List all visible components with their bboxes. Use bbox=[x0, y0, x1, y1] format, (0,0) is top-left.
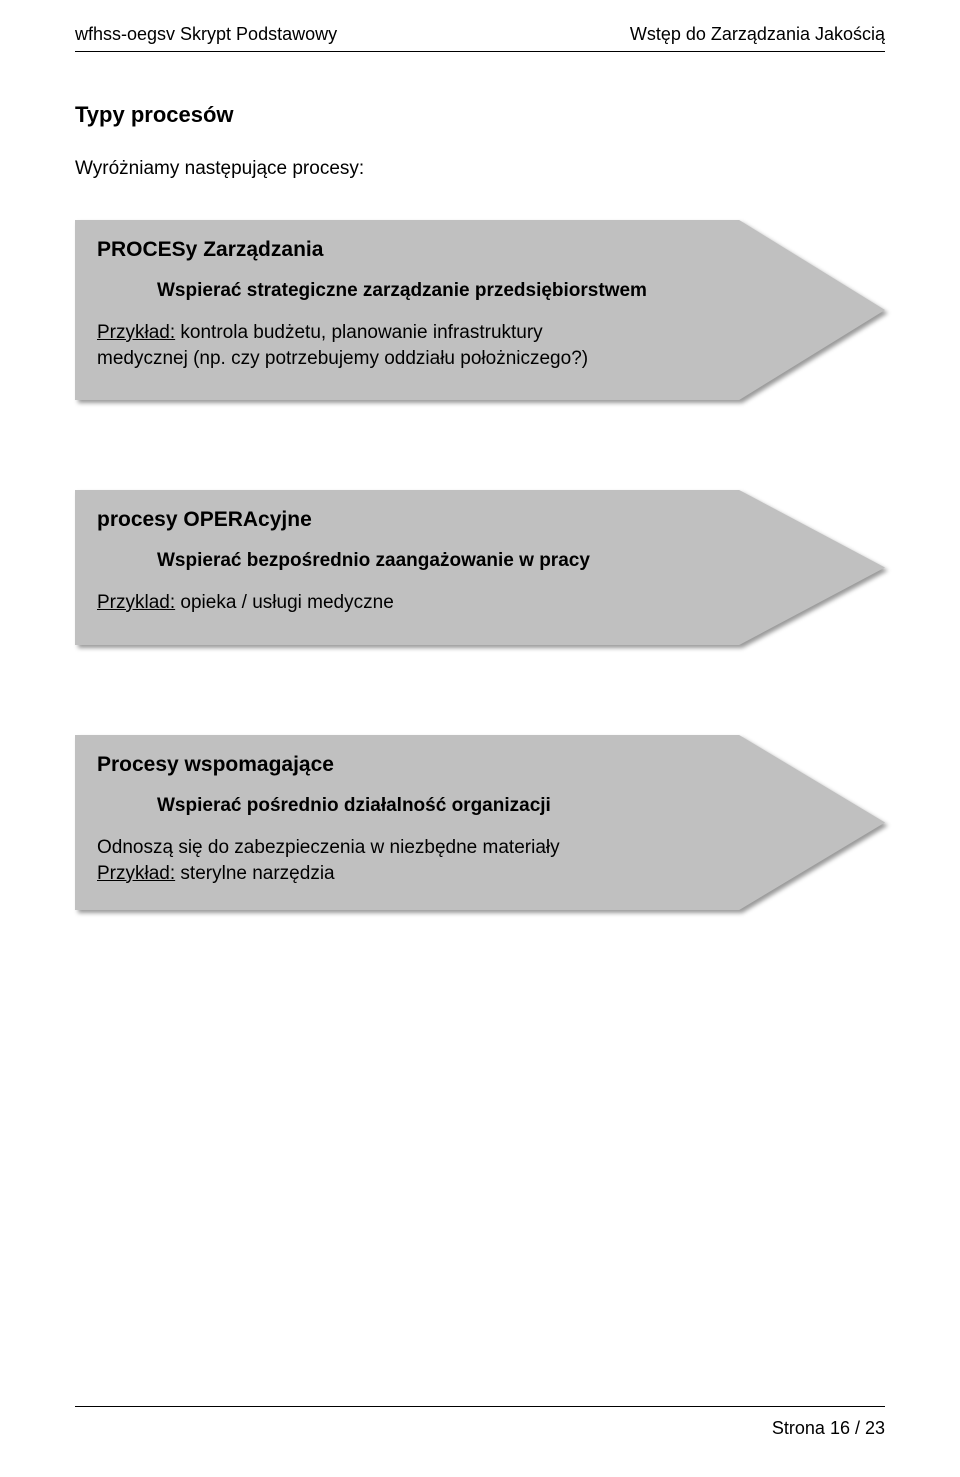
arrow-body: Procesy wspomagające Wspierać pośrednio … bbox=[75, 735, 885, 910]
main-content: Typy procesów Wyróżniamy następujące pro… bbox=[0, 102, 960, 910]
footer-divider bbox=[75, 1406, 885, 1407]
arrow-body: PROCESy Zarządzania Wspierać strategiczn… bbox=[75, 220, 885, 400]
example-text: sterylne narzędzia bbox=[175, 863, 334, 884]
header-divider bbox=[75, 51, 885, 52]
arrow-title: Procesy wspomagające bbox=[97, 753, 863, 777]
arrow-title: PROCESy Zarządzania bbox=[97, 238, 863, 262]
arrow-box-operational: procesy OPERAcyjne Wspierać bezpośrednio… bbox=[75, 490, 885, 645]
page-header: wfhss-oegsv Skrypt Podstawowy Wstęp do Z… bbox=[0, 0, 960, 51]
arrow-box-management: PROCESy Zarządzania Wspierać strategiczn… bbox=[75, 220, 885, 400]
arrow-shape: procesy OPERAcyjne Wspierać bezpośrednio… bbox=[75, 490, 885, 645]
arrow-support-text: Wspierać bezpośrednio zaangażowanie w pr… bbox=[157, 550, 697, 572]
arrow-example: Przykład: kontrola budżetu, planowanie i… bbox=[97, 320, 637, 371]
arrow-example: Odnoszą się do zabezpieczenia w niezbędn… bbox=[97, 835, 637, 886]
example-label: Przykład: bbox=[97, 322, 175, 343]
arrow-title: procesy OPERAcyjne bbox=[97, 508, 863, 532]
footer-page-number: Strona 16 / 23 bbox=[772, 1418, 885, 1439]
arrow-shape: Procesy wspomagające Wspierać pośrednio … bbox=[75, 735, 885, 910]
example-label: Przyklad: bbox=[97, 592, 175, 613]
section-title: Typy procesów bbox=[75, 102, 885, 128]
header-left: wfhss-oegsv Skrypt Podstawowy bbox=[75, 24, 337, 45]
arrow-support-text: Wspierać strategiczne zarządzanie przeds… bbox=[157, 280, 697, 302]
arrow-box-supporting: Procesy wspomagające Wspierać pośrednio … bbox=[75, 735, 885, 910]
header-right: Wstęp do Zarządzania Jakością bbox=[630, 24, 885, 45]
arrow-body: procesy OPERAcyjne Wspierać bezpośrednio… bbox=[75, 490, 885, 645]
arrow-example: Przyklad: opieka / usługi medyczne bbox=[97, 590, 637, 616]
arrow-support-text: Wspierać pośrednio działalność organizac… bbox=[157, 795, 697, 817]
example-text: opieka / usługi medyczne bbox=[175, 592, 394, 613]
section-subtitle: Wyróżniamy następujące procesy: bbox=[75, 158, 885, 180]
example-label: Przykład: bbox=[97, 863, 175, 884]
arrow-shape: PROCESy Zarządzania Wspierać strategiczn… bbox=[75, 220, 885, 400]
example-prefix: Odnoszą się do zabezpieczenia w niezbędn… bbox=[97, 837, 560, 858]
